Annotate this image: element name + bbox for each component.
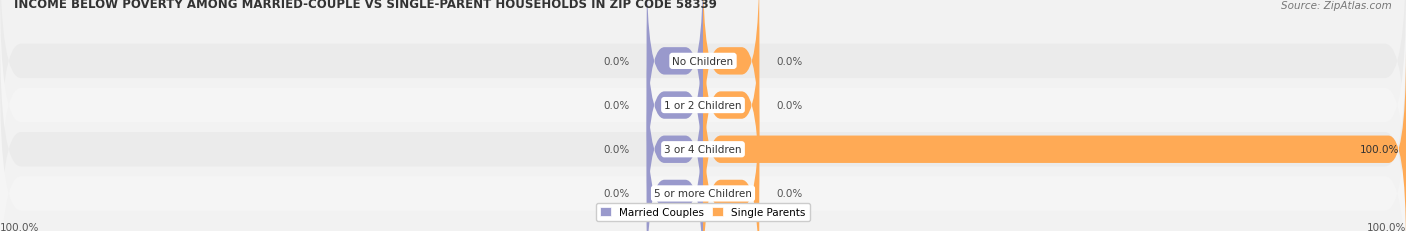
FancyBboxPatch shape [0,0,1406,176]
FancyBboxPatch shape [0,79,1406,231]
FancyBboxPatch shape [703,53,1406,231]
FancyBboxPatch shape [703,97,759,231]
Text: INCOME BELOW POVERTY AMONG MARRIED-COUPLE VS SINGLE-PARENT HOUSEHOLDS IN ZIP COD: INCOME BELOW POVERTY AMONG MARRIED-COUPL… [14,0,717,11]
Text: 5 or more Children: 5 or more Children [654,189,752,199]
Text: 0.0%: 0.0% [603,145,630,155]
Text: 1 or 2 Children: 1 or 2 Children [664,101,742,111]
Text: Source: ZipAtlas.com: Source: ZipAtlas.com [1281,1,1392,11]
FancyBboxPatch shape [703,9,759,202]
FancyBboxPatch shape [647,97,703,231]
Text: 0.0%: 0.0% [603,57,630,67]
Text: 0.0%: 0.0% [778,189,803,199]
Text: 0.0%: 0.0% [603,101,630,111]
FancyBboxPatch shape [0,35,1406,231]
Text: 3 or 4 Children: 3 or 4 Children [664,145,742,155]
Text: 0.0%: 0.0% [603,189,630,199]
FancyBboxPatch shape [647,53,703,231]
Text: 100.0%: 100.0% [1360,145,1399,155]
Text: 100.0%: 100.0% [1367,222,1406,231]
FancyBboxPatch shape [0,0,1406,220]
Text: 100.0%: 100.0% [0,222,39,231]
Text: 0.0%: 0.0% [778,57,803,67]
FancyBboxPatch shape [647,9,703,202]
Text: No Children: No Children [672,57,734,67]
FancyBboxPatch shape [703,0,759,158]
Text: 0.0%: 0.0% [778,101,803,111]
Legend: Married Couples, Single Parents: Married Couples, Single Parents [596,203,810,222]
FancyBboxPatch shape [647,0,703,158]
